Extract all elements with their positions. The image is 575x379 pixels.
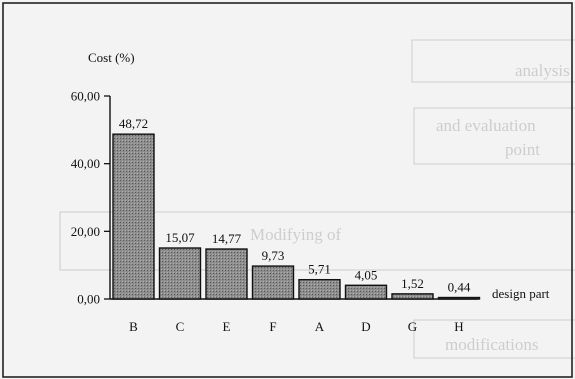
ghost-text-point: point <box>505 140 540 159</box>
y-tick-label: 40,00 <box>71 156 100 171</box>
bar-value-label: 0,44 <box>448 280 471 295</box>
x-tick-label: A <box>315 319 325 334</box>
bar-value-label: 15,07 <box>165 230 195 245</box>
y-tick-label: 60,00 <box>71 89 100 104</box>
bar-C <box>158 247 202 300</box>
bar-G <box>391 293 434 300</box>
bar-A <box>298 278 341 300</box>
x-tick-label: H <box>454 319 463 334</box>
x-tick-label: C <box>176 319 185 334</box>
ghost-text-modifying: Modifying of <box>250 225 341 244</box>
bar-value-label: 1,52 <box>401 276 424 291</box>
x-tick-label: G <box>408 319 417 334</box>
y-axis-label: Cost (%) <box>88 50 135 65</box>
bar-value-label: 48,72 <box>119 116 148 131</box>
bar-D <box>344 284 388 300</box>
x-tick-label: E <box>223 319 231 334</box>
ghost-text-modifications: modifications <box>445 335 538 354</box>
bar-value-label: 14,77 <box>212 231 242 246</box>
ghost-text-evaluation: and evaluation <box>436 116 536 135</box>
bleed-through-background: analysis and evaluation point Modifying … <box>59 39 575 359</box>
x-tick-label: B <box>129 319 138 334</box>
y-tick-label: 20,00 <box>71 224 100 239</box>
x-tick-label: D <box>361 319 370 334</box>
bar-B <box>112 133 155 300</box>
plot-area: 0,00 20,00 40,00 60,00 48,72 B 15,07 C 14,77 E 9,7… <box>71 89 481 334</box>
ghost-text-analysis: analysis <box>515 61 570 80</box>
x-tick-label: F <box>269 319 276 334</box>
bar-H <box>437 296 481 300</box>
bar-value-label: 5,71 <box>308 262 331 277</box>
bar-value-label: 4,05 <box>355 267 378 282</box>
y-tick-label: 0,00 <box>77 292 100 307</box>
bar-F <box>251 265 295 300</box>
x-axis-label: design part <box>492 286 550 301</box>
bar-E <box>205 248 248 300</box>
bar-value-label: 9,73 <box>262 248 285 263</box>
